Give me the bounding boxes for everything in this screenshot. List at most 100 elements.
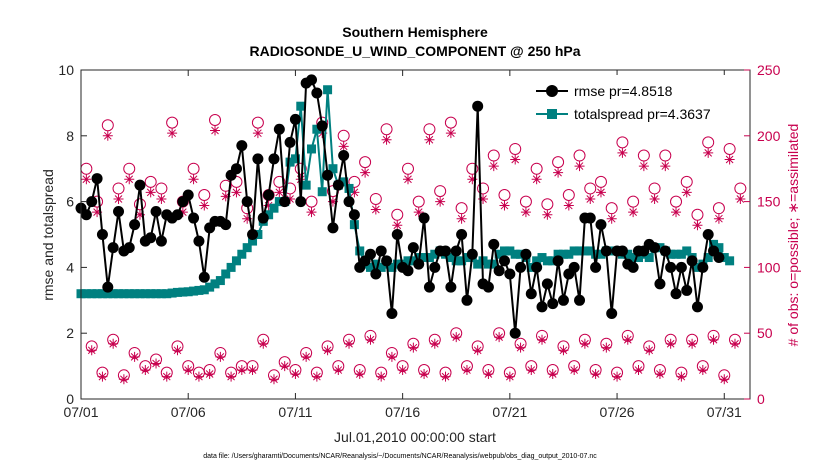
assimilated-obs-marker: [612, 371, 623, 382]
assimilated-obs-marker: [558, 345, 569, 356]
totalspread-marker: [499, 246, 509, 256]
y-tick-label: 8: [66, 128, 74, 144]
y2-tick-label: 0: [757, 391, 765, 407]
rmse-marker: [525, 288, 537, 300]
rmse-marker: [493, 265, 505, 277]
possible-obs-marker: [359, 156, 372, 169]
assimilated-obs-marker: [660, 161, 671, 172]
totalspread-marker: [591, 249, 601, 259]
possible-obs-marker: [723, 142, 736, 155]
assimilated-obs-marker: [140, 365, 151, 376]
rmse-marker: [504, 268, 516, 280]
assimilated-obs-marker: [236, 365, 247, 376]
possible-obs-marker: [251, 116, 264, 129]
assimilated-obs-marker: [472, 345, 483, 356]
assimilated-obs-marker: [349, 187, 360, 198]
assimilated-obs-marker: [167, 128, 178, 139]
rmse-marker: [590, 261, 602, 273]
assimilated-obs-marker: [697, 365, 708, 376]
rmse-marker: [220, 219, 232, 231]
totalspread-marker: [339, 177, 349, 187]
possible-obs-marker: [552, 156, 565, 169]
totalspread-marker: [387, 262, 397, 272]
possible-obs-marker: [498, 189, 511, 202]
rmse-marker: [230, 163, 242, 175]
rmse-marker: [498, 255, 510, 267]
totalspread-marker: [81, 289, 91, 299]
assimilated-obs-marker: [108, 338, 119, 349]
totalspread-marker: [237, 249, 247, 259]
axis-ticks: 07/01 07/06 07/11 07/16 07/21 07/26 07/31 0 2 4 6 8…: [58, 62, 780, 420]
totalspread-marker: [462, 253, 472, 263]
totalspread-marker: [151, 289, 161, 299]
possible-obs-marker: [369, 192, 382, 205]
rmse-marker: [557, 294, 569, 306]
totalspread-marker: [558, 249, 568, 259]
legend-rmse-marker: [546, 85, 558, 97]
possible-obs-marker: [627, 195, 640, 208]
possible-obs-marker: [198, 189, 211, 202]
totalspread-marker: [537, 253, 547, 263]
totalspread-marker: [644, 253, 654, 263]
totalspread-marker: [489, 259, 499, 269]
possible-obs-marker: [155, 182, 168, 195]
assimilated-obs-marker: [285, 193, 296, 204]
possible-obs-marker: [391, 208, 404, 221]
totalspread-marker: [130, 289, 140, 299]
totalspread-marker: [714, 243, 724, 253]
assimilated-obs-marker: [520, 207, 531, 218]
rmse-marker: [568, 261, 580, 273]
assimilated-obs-marker: [301, 351, 312, 362]
assimilated-obs-marker: [376, 371, 387, 382]
possible-obs-marker: [691, 208, 704, 221]
assimilated-obs-marker: [199, 200, 210, 211]
possible-obs-marker: [594, 175, 607, 188]
possible-obs-marker: [348, 175, 361, 188]
rmse-marker: [627, 261, 639, 273]
possible-obs-marker: [509, 142, 522, 155]
assimilated-obs-marker: [665, 338, 676, 349]
totalspread-marker: [103, 289, 113, 299]
assimilated-obs-marker: [537, 334, 548, 345]
assimilated-obs-marker: [579, 338, 590, 349]
totalspread-marker: [124, 289, 134, 299]
y-tick-label: 10: [58, 62, 74, 78]
totalspread-marker: [553, 249, 563, 259]
rmse-marker: [386, 307, 398, 319]
rmse-marker: [429, 261, 441, 273]
assimilated-obs-marker: [397, 365, 408, 376]
totalspread-marker: [114, 289, 124, 299]
totalspread-marker: [210, 279, 220, 289]
rmse-marker: [107, 242, 119, 254]
rmse-marker: [697, 261, 709, 273]
rmse-marker: [284, 136, 296, 148]
totalspread-marker: [483, 259, 493, 269]
rmse-marker: [407, 242, 419, 254]
assimilated-obs-marker: [735, 193, 746, 204]
totalspread-marker: [199, 285, 209, 295]
possible-obs-marker: [519, 195, 532, 208]
totalspread-marker: [248, 236, 258, 246]
y-tick-label: 6: [66, 194, 74, 210]
possible-obs-marker: [455, 202, 468, 215]
assimilated-obs-marker: [295, 174, 306, 185]
rmse-marker: [236, 140, 248, 152]
possible-obs-marker: [444, 116, 457, 129]
assimilated-obs-marker: [515, 342, 526, 353]
possible-obs-marker: [112, 182, 125, 195]
rmse-marker: [134, 179, 146, 191]
totalspread-marker: [156, 289, 166, 299]
totalspread-marker: [371, 259, 381, 269]
rmse-marker: [461, 294, 473, 306]
assimilated-obs-marker: [633, 365, 644, 376]
assimilated-obs-marker: [365, 334, 376, 345]
totalspread-marker: [355, 246, 365, 256]
y2-tick-label: 100: [757, 259, 781, 275]
totalspread-marker: [430, 249, 440, 259]
possible-obs-marker: [466, 162, 479, 175]
rmse-marker: [659, 245, 671, 257]
assimilated-obs-marker: [97, 371, 108, 382]
rmse-marker: [713, 252, 725, 264]
totalspread-marker: [194, 285, 204, 295]
y-tick-label: 4: [66, 259, 74, 275]
